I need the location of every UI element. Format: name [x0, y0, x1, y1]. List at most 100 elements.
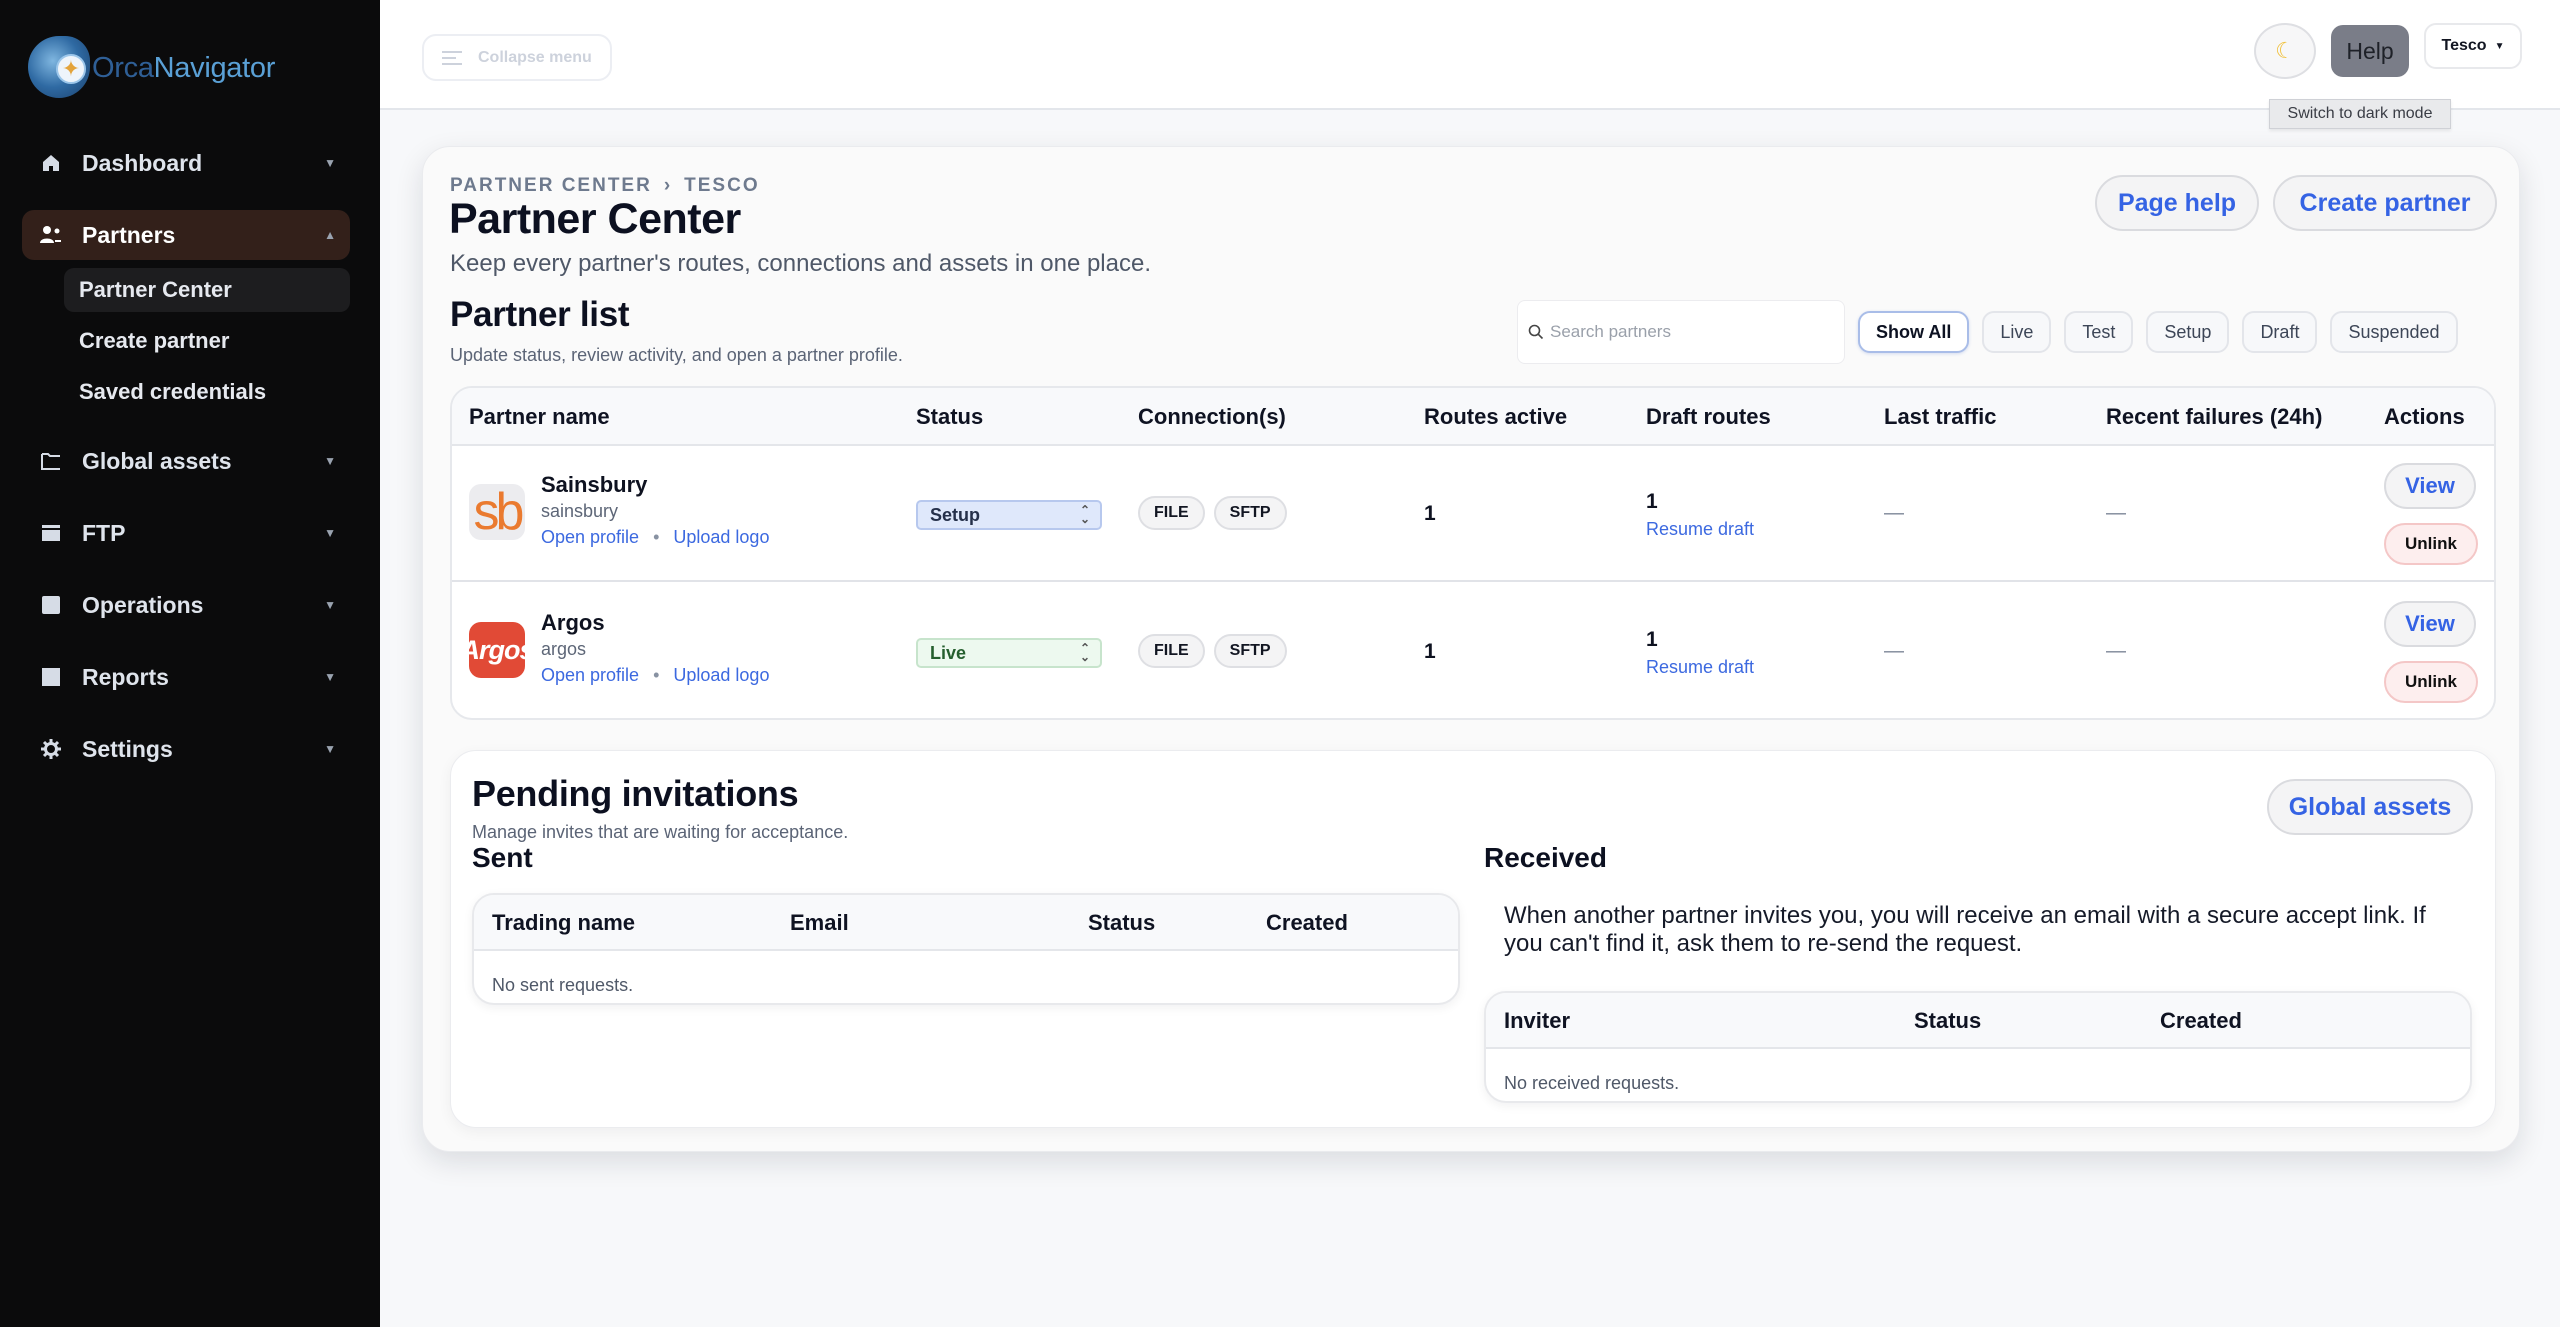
filter-live[interactable]: Live [1982, 311, 2052, 353]
col-created: Created [2160, 1008, 2242, 1033]
col-trading-name: Trading name [492, 910, 636, 935]
col-last-traffic: Last traffic [1884, 404, 1997, 429]
folder-icon [40, 450, 62, 472]
chevron-down-icon: ▼ [324, 670, 336, 684]
filter-suspended[interactable]: Suspended [2330, 311, 2458, 353]
received-heading: Received [1484, 842, 1607, 873]
brand-name: OrcaNavigator [92, 51, 276, 84]
col-status: Status [1088, 910, 1156, 935]
sent-invitations-table: Trading name Email Status Created No sen… [472, 893, 1460, 1005]
empty-state: No sent requests. [492, 975, 634, 995]
col-connections: Connection(s) [1138, 404, 1286, 429]
unlink-button[interactable]: Unlink [2384, 661, 2478, 703]
sidebar: ✦ OrcaNavigator Dashboard ▼ Partners ▲ P… [0, 0, 380, 1327]
collapse-menu-button[interactable]: Collapse menu [422, 34, 612, 81]
table-row: sb Sainsbury sainsbury Open profile • Up… [452, 446, 2494, 582]
connection-chip: FILE [1138, 496, 1205, 530]
pending-invitations-card: Pending invitations Manage invites that … [450, 750, 2496, 1128]
page-title: Partner Center [449, 195, 741, 243]
chevron-up-icon: ▲ [324, 228, 336, 242]
received-note: When another partner invites you, you wi… [1504, 902, 2426, 957]
search-icon [1528, 324, 1544, 340]
sidebar-item-dashboard[interactable]: Dashboard ▼ [22, 138, 350, 188]
sidebar-item-reports[interactable]: Reports ▼ [22, 652, 350, 702]
breadcrumb-tesco: TESCO [684, 175, 760, 196]
sidebar-item-operations[interactable]: Operations ▼ [22, 580, 350, 630]
table-header: Trading name Email Status Created [474, 895, 1458, 951]
empty-state: No received requests. [1504, 1073, 1680, 1093]
brand-logo[interactable]: ✦ OrcaNavigator [26, 30, 275, 104]
sidebar-item-create-partner[interactable]: Create partner [79, 328, 230, 353]
open-profile-link[interactable]: Open profile [541, 665, 640, 685]
filter-setup[interactable]: Setup [2146, 311, 2230, 353]
invitations-title: Pending invitations [472, 773, 799, 814]
filter-show-all[interactable]: Show All [1858, 311, 1970, 353]
sidebar-item-settings[interactable]: Settings ▼ [22, 724, 350, 774]
search-input[interactable] [1550, 322, 1830, 342]
square-icon [40, 594, 62, 616]
partner-list-title: Partner list [450, 295, 630, 334]
tenant-switcher[interactable]: Tesco ▼ [2424, 23, 2522, 69]
resume-draft-link[interactable]: Resume draft [1646, 657, 1755, 677]
top-bar: Collapse menu ☾ Help Tesco ▼ Switch to d… [380, 0, 2560, 129]
connections: FILE SFTP [1138, 496, 1287, 530]
open-profile-link[interactable]: Open profile [541, 527, 640, 547]
recent-failures: — [2106, 502, 2126, 524]
draft-routes-count: 1 [1646, 490, 1658, 513]
connection-chip: SFTP [1213, 634, 1287, 668]
users-icon [40, 224, 62, 246]
col-status: Status [1914, 1008, 1982, 1033]
moon-icon: ☾ [2275, 38, 2295, 63]
received-invitations-table: Inviter Status Created No received reque… [1484, 991, 2472, 1103]
sidebar-item-global-assets[interactable]: Global assets ▼ [22, 436, 350, 486]
col-partner-name: Partner name [469, 404, 610, 429]
resume-draft-link[interactable]: Resume draft [1646, 519, 1755, 539]
status-select[interactable]: Live ⌃ ⌄ [916, 638, 1102, 668]
global-assets-button[interactable]: Global assets [2267, 779, 2473, 835]
col-status: Status [916, 404, 984, 429]
chevron-down-icon: ▼ [324, 454, 336, 468]
table-header: Inviter Status Created [1486, 993, 2470, 1049]
create-partner-button[interactable]: Create partner [2273, 175, 2497, 231]
recent-failures: — [2106, 640, 2126, 662]
partner-links: Open profile • Upload logo [541, 665, 770, 685]
sidebar-item-partner-center[interactable]: Partner Center [64, 268, 350, 312]
unlink-button[interactable]: Unlink [2384, 523, 2478, 565]
tooltip: Switch to dark mode [2269, 99, 2451, 129]
col-routes-active: Routes active [1424, 404, 1568, 429]
upload-logo-link[interactable]: Upload logo [673, 527, 770, 547]
table-header: Partner name Status Connection(s) Routes… [452, 388, 2494, 446]
draft-routes-count: 1 [1646, 628, 1658, 651]
partner-table: Partner name Status Connection(s) Routes… [450, 386, 2496, 720]
filter-test[interactable]: Test [2064, 311, 2134, 353]
sidebar-item-ftp[interactable]: FTP ▼ [22, 508, 350, 558]
square-icon [40, 666, 62, 688]
routes-active: 1 [1424, 640, 1436, 663]
partner-logo: Argos [469, 622, 525, 678]
sidebar-nav: Dashboard ▼ Partners ▲ Partner Center Cr… [22, 138, 350, 796]
partner-name: Sainsbury [541, 472, 648, 497]
chevron-down-icon: ▼ [324, 156, 336, 170]
chevron-down-icon: ▼ [324, 526, 336, 540]
status-select[interactable]: Setup ⌃ ⌄ [916, 500, 1102, 530]
sidebar-item-saved-credentials[interactable]: Saved credentials [79, 379, 267, 404]
col-recent-failures: Recent failures (24h) [2106, 404, 2323, 429]
status-filters: Show All Live Test Setup Draft Suspended [1858, 311, 2458, 353]
theme-toggle-button[interactable]: ☾ [2254, 23, 2316, 79]
filter-draft[interactable]: Draft [2242, 311, 2318, 353]
connections: FILE SFTP [1138, 634, 1287, 668]
sidebar-item-partners[interactable]: Partners ▲ [22, 210, 350, 260]
search-partners-field[interactable] [1517, 300, 1845, 364]
breadcrumb: PARTNER CENTER › TESCO [450, 175, 760, 196]
upload-logo-link[interactable]: Upload logo [673, 665, 770, 685]
view-button[interactable]: View [2384, 601, 2476, 647]
col-actions: Actions [2384, 404, 2465, 429]
home-icon [40, 152, 62, 174]
breadcrumb-partner-center[interactable]: PARTNER CENTER [450, 175, 652, 196]
invitations-subtitle: Manage invites that are waiting for acce… [472, 822, 849, 842]
help-button[interactable]: Help [2331, 25, 2409, 77]
page-help-button[interactable]: Page help [2095, 175, 2259, 231]
col-created: Created [1266, 910, 1348, 935]
view-button[interactable]: View [2384, 463, 2476, 509]
page-subtitle: Keep every partner's routes, connections… [450, 250, 1152, 277]
